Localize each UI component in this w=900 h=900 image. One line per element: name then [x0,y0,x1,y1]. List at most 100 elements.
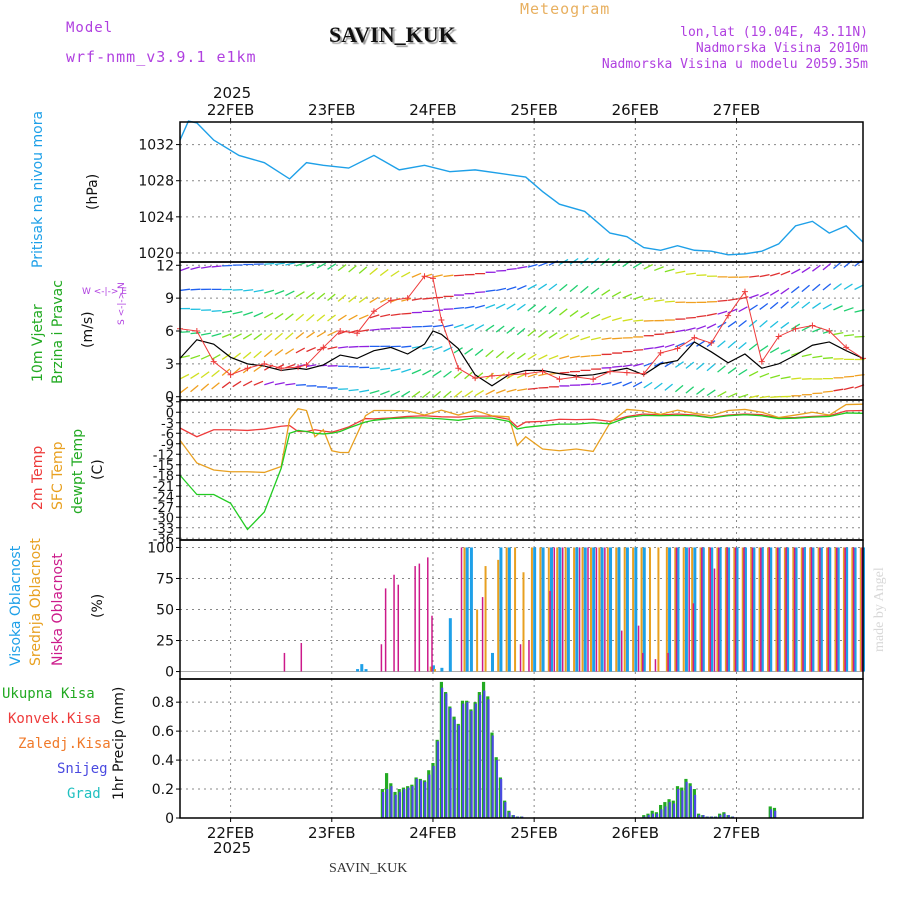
wind-arrow [559,371,570,374]
wind-arrow [369,390,380,394]
wind-arrow [843,307,854,312]
wind-arrow [759,345,769,352]
wind-arrow [843,386,854,391]
cloud-mid-bar [733,547,736,672]
elevation-label: Nadmorska Visina 2010m [695,41,868,56]
wind-arrow [790,286,800,294]
y-tick-label: 1020 [138,246,174,262]
wind-arrow [812,264,821,272]
wind-arrow [401,312,412,315]
precip-snow-bar [436,741,439,818]
wind-arrow [411,369,422,375]
wind-gust-marker [438,317,445,324]
bottom-year-label: 2025 [213,839,252,857]
cloud-mid-bar [615,547,618,672]
wind-arrow [654,266,664,272]
wind-arrow [517,388,528,392]
precip-legend-snow: Snijeg [57,761,108,777]
wind-arrow [643,347,654,350]
y-tick-label: -36 [153,532,174,547]
footer-station: SAVIN_KUK [329,861,408,876]
wind-arrow [411,390,421,398]
wind-arrow [348,314,358,321]
wind-arrow [411,297,422,301]
wind-arrow [517,265,528,269]
model-label: Model [66,20,114,36]
wind-arrow [285,382,296,386]
cloud-mid-bar [767,547,770,672]
cloud-mid-bar [800,547,803,672]
cloud-low-bar [519,644,522,672]
cloud-low-bar [768,547,771,672]
wind-arrow [654,361,664,367]
precip-legend-conv: Konvek.Kisa [8,711,101,727]
precip-snow-bar [727,815,730,818]
cloud-low-bar [595,547,598,672]
wind-arrow [664,361,674,368]
wind-arrow [337,264,347,272]
wind-arrow [264,289,275,294]
date-tick-top: 22FEB [207,101,254,119]
wind-arrow [770,395,781,398]
wind-arrow [822,390,833,393]
wind-arrow [485,289,496,293]
wind-arrow [759,291,770,298]
wind-arrow [232,333,242,339]
precip-snow-bar [445,693,448,818]
cloud-high-bar [364,669,368,672]
wind-arrow [242,351,252,360]
cloud-high-bar [794,547,798,672]
cloud-low-bar [300,643,303,672]
y-tick-label: 6 [165,324,174,340]
wind-arrow [295,347,306,354]
wind-arrow [664,343,675,348]
wind-arrow [622,318,633,322]
wind-arrow [569,310,579,317]
date-tick-bottom: 23FEB [308,824,355,842]
wind-arrow [264,381,275,386]
wind-arrow [264,262,275,265]
wind-gust-marker [429,275,436,282]
wind-gust-marker [826,328,833,334]
wind-gust-marker [210,358,217,365]
wind-arrow [738,319,747,328]
cloud-high-bar [701,547,705,672]
cloud-low-bar [604,547,606,672]
precip-snow-bar [491,735,494,818]
wind-arrow [337,314,347,322]
lonlat-label: lon,lat (19.04E, 43.11N) [680,25,868,40]
wind-arrow [696,362,705,370]
precip-snow-bar [651,813,654,818]
y-tick-label: 0 [165,811,174,827]
cloud-low-bar [675,547,678,672]
cloud-high-bar [853,547,857,672]
wind-arrow [654,299,665,302]
wind-arrow [179,386,189,394]
wind-arrow [559,283,568,292]
wind-arrow [221,368,231,376]
cloud-mid-bar [851,547,854,672]
wind-arrow [327,346,338,350]
precip-snow-bar [487,699,490,818]
wind-gust-marker [843,344,850,351]
wind-arrow [843,283,853,290]
wind-arrow [790,301,800,309]
cloud-mid-bar [716,547,719,672]
wind-arrow [453,390,463,398]
wind-arrow [516,303,526,311]
cloud-mid-bar [429,666,432,672]
cloud-mid-bar [665,547,668,672]
wind-arrow [527,304,537,312]
wind-arrow [327,314,336,322]
wind-arrow [685,386,695,394]
wind-arrow [274,381,285,386]
wind-arrow [274,364,285,370]
wind-gust-marker [590,376,597,383]
wind-arrow [833,305,843,311]
y-tick-label: 3 [166,396,174,411]
cloud-high-bar [558,547,562,672]
y-tick-label: 0 [165,665,174,681]
precip-snow-bar [504,802,507,818]
cloud-high-bar [448,618,452,672]
wind-arrow [633,362,644,367]
